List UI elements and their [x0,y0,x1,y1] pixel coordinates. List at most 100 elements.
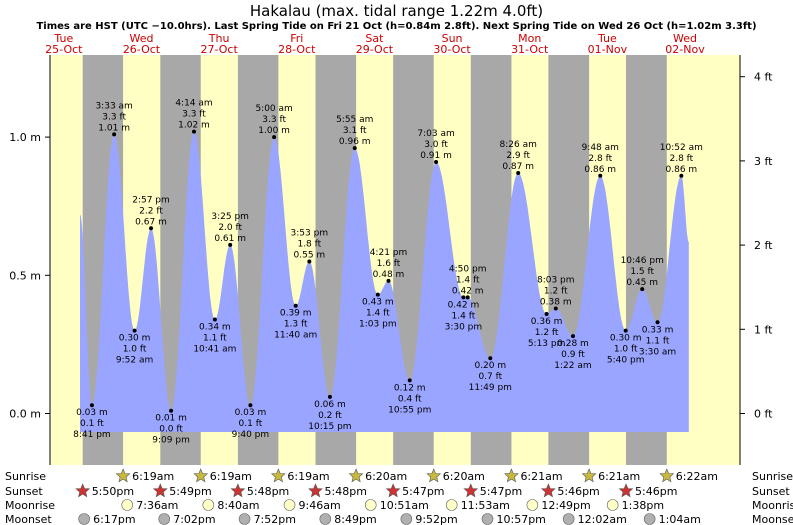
tide-label: 0.42 m [452,286,484,296]
tide-label: 1.0 ft [614,345,638,355]
tide-label: 0.86 m [584,165,616,175]
day-of-week: Mon [518,32,541,45]
tide-label: 0.1 ft [80,419,104,429]
tide-label: 0.39 m [280,309,312,319]
tide-label: 5:13 pm [528,339,566,349]
tide-point [461,295,466,300]
sunrise-time: 6:20am [365,470,407,483]
tide-label: 1.2 ft [544,286,568,296]
tide-point [640,287,645,292]
tide-label: 3:33 am [95,101,132,111]
day-date: 29-Oct [356,43,394,56]
sunset-icon [152,483,168,498]
y-tick-label-ft: 2 ft [754,239,773,252]
tide-label: 0.96 m [339,137,371,147]
y-tick-label-ft: 0 ft [754,408,773,421]
sunset-time: 5:46pm [557,485,599,498]
tide-point [434,159,439,164]
tide-point [191,129,196,134]
day-date: 27-Oct [200,43,238,56]
moonset-icon [238,513,251,525]
tide-label: 1.2 ft [535,328,559,338]
sunrise-icon [426,468,442,483]
sunrise-icon [115,468,131,483]
day-date: 30-Oct [433,43,471,56]
sunrise-time: 6:20am [443,470,485,483]
sunset-icon [385,483,401,498]
tide-label: 0.1 ft [239,419,263,429]
moonset-icon [643,513,656,525]
tide-label: 3.3 ft [182,110,206,120]
moonset-icon [158,513,171,525]
y-tick-label-m: 0.5 m [9,269,41,282]
tide-point [272,135,277,140]
tide-label: 9:40 pm [232,430,270,440]
tide-point [553,306,558,311]
moonset-icon [78,513,90,525]
tide-label: 0.03 m [235,408,267,418]
day-date: 26-Oct [123,43,161,56]
day-of-week: Wed [129,32,153,45]
tide-point [352,146,357,151]
moonset-time: 7:02pm [173,513,215,525]
moonrise-time: 1:38pm [622,499,664,512]
tide-label: 1.6 ft [377,259,401,269]
day-of-week: Sun [442,32,463,45]
moonrise-time: 10:51am [380,499,429,512]
chart-subtitle: Times are HST (UTC −10.0hrs). Last Sprin… [36,21,756,32]
tide-label: 0.2 ft [318,411,342,421]
tide-label: 1.4 ft [366,309,390,319]
sunrise-time: 6:21am [598,470,640,483]
tide-point [228,242,233,247]
tide-label: 3:25 pm [211,212,249,222]
tide-label: 3.1 ft [343,126,367,136]
tide-label: 2.0 ft [218,223,242,233]
tide-point [386,278,391,283]
tide-label: 0.43 m [362,298,394,308]
y-tick-label-ft: 1 ft [754,323,773,336]
tide-point [544,311,549,316]
sunrise-icon [348,468,364,483]
day-date: 28-Oct [278,43,316,56]
sunrise-time: 6:22am [676,470,718,483]
moonrise-time: 9:46am [299,499,341,512]
tide-label: 4:14 am [175,99,212,109]
y-tick-label-m: 0.0 m [9,408,41,421]
sunrise-icon [659,468,675,483]
tide-labels: 0.03 m0.1 ft8:41 pm3:33 am3.3 ft1.01 m0.… [73,99,703,446]
sunrise-row-label-left: Sunrise [5,470,46,483]
tide-label: 11:40 am [274,331,317,341]
moonrise-icon [526,499,539,511]
day-date: 01-Nov [588,43,628,56]
tide-point [132,328,137,333]
y-tick-label-ft: 3 ft [754,155,773,168]
tide-label: 1.4 ft [452,311,476,321]
moonrise-icon [364,499,377,511]
sunset-icon [618,483,634,498]
tide-point [516,171,521,176]
sunset-icon [308,483,323,498]
sunrise-time: 6:19am [132,470,174,483]
day-of-week: Fri [290,32,303,45]
sunrise-time: 6:19am [210,470,252,483]
moonrise-time: 12:49pm [541,499,590,512]
tide-point [679,173,684,178]
tide-label: 3.3 ft [102,112,126,122]
tide-label: 1.8 ft [297,239,321,249]
tide-label: 0.20 m [474,361,506,371]
tide-label: 3:30 pm [445,322,483,332]
tide-point [623,328,628,333]
moonrise-time: 8:40am [217,499,259,512]
tide-label: 1.3 ft [284,320,308,330]
sunset-time: 5:48pm [247,485,289,498]
tide-label: 11:49 pm [469,383,512,393]
tide-label: 1.5 ft [630,267,654,277]
tide-label: 10:41 am [193,345,236,355]
tide-label: 9:52 am [116,356,153,366]
tide-point [570,334,575,339]
tide-label: 0.06 m [314,400,346,410]
tide-label: 0.33 m [642,325,674,335]
tide-area [80,131,689,432]
moonrise-icon [445,499,458,511]
tide-label: 1:03 pm [359,320,397,330]
